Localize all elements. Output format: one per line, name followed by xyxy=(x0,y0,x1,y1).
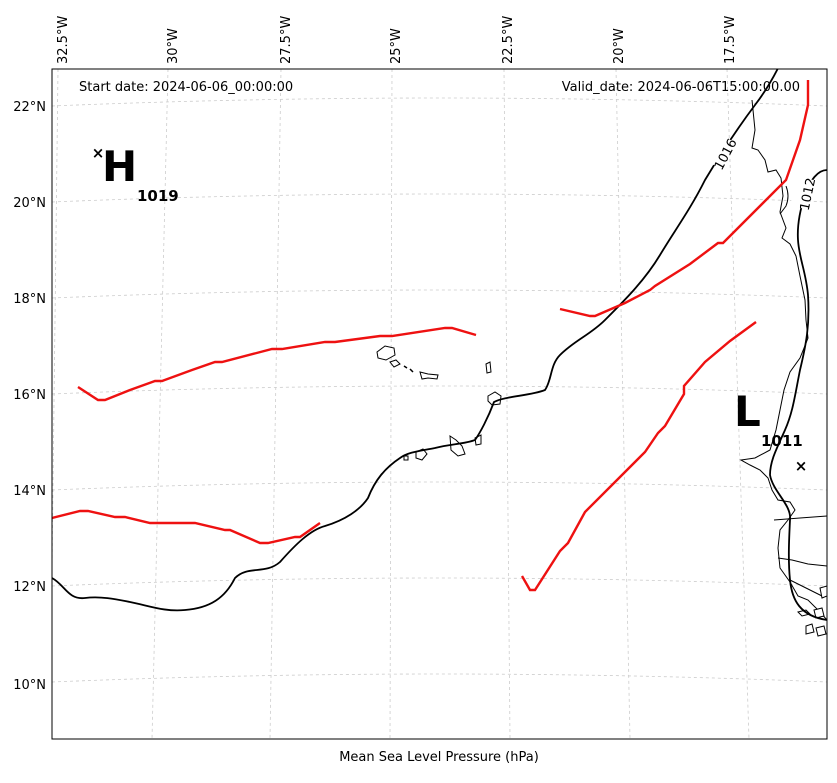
gridline-lon-25 xyxy=(389,69,393,739)
lon-tick-27.5: 27.5°W xyxy=(279,16,294,64)
trough-central-south xyxy=(520,321,757,592)
trough-northwest xyxy=(77,326,477,402)
island-sao-vicente xyxy=(389,359,401,368)
lat-tick-12: 12°N xyxy=(13,580,46,595)
latitude-ticks: 22°N 20°N 18°N 16°N 14°N 12°N 10°N xyxy=(13,100,46,693)
bijagos-island-2 xyxy=(813,607,825,619)
low-center-value: 1011 xyxy=(761,432,803,450)
lat-tick-16: 16°N xyxy=(13,388,46,403)
lat-tick-14: 14°N xyxy=(13,484,46,499)
gridline-lat-12 xyxy=(52,577,827,587)
island-santa-luzia xyxy=(403,365,414,373)
valid-date-label: Valid_date: 2024-06-06T15:00:00.00 xyxy=(562,80,800,95)
longitude-ticks: 32.5°W 30°W 27.5°W 25°W 22.5°W 20°W 17.5… xyxy=(56,16,738,64)
island-brava xyxy=(403,455,409,461)
cape-verde-arc xyxy=(779,185,789,215)
trough-lines xyxy=(52,80,810,592)
gridline-lat-20 xyxy=(52,193,827,203)
island-sal xyxy=(485,361,492,374)
lon-tick-20: 20°W xyxy=(612,28,627,64)
gridline-lat-22 xyxy=(52,97,827,107)
lon-tick-30: 30°W xyxy=(166,28,181,64)
lon-tick-32.5: 32.5°W xyxy=(56,16,71,64)
gridline-lon-30 xyxy=(151,69,169,739)
isobar-1016 xyxy=(52,69,779,612)
high-center-value: 1019 xyxy=(137,187,179,205)
gridline-lon-20 xyxy=(615,69,631,739)
trough-southwest xyxy=(52,509,321,545)
island-sao-nicolau xyxy=(419,371,439,380)
lat-tick-20: 20°N xyxy=(13,196,46,211)
map-frame xyxy=(51,68,828,740)
gridline-lat-16 xyxy=(52,385,827,395)
isobar-label-bg-1012 xyxy=(790,176,815,210)
trough-central-north xyxy=(559,80,810,318)
variable-label: Mean Sea Level Pressure (hPa) xyxy=(339,750,539,765)
isobar-1012 xyxy=(769,169,827,621)
gambia-river xyxy=(773,515,827,521)
isobar-label-bg-1016 xyxy=(703,133,734,169)
high-center-symbol: H xyxy=(102,142,137,191)
island-boa-vista xyxy=(487,391,502,406)
gridline-lat-14 xyxy=(52,481,827,491)
lat-tick-10: 10°N xyxy=(13,678,46,693)
guinea-coast xyxy=(777,557,827,597)
lon-tick-22.5: 22.5°W xyxy=(501,16,516,64)
lat-tick-18: 18°N xyxy=(13,292,46,307)
island-santo-antao xyxy=(376,345,396,361)
lon-tick-17.5: 17.5°W xyxy=(723,16,738,64)
lat-tick-22: 22°N xyxy=(13,100,46,115)
island-santiago xyxy=(449,435,466,457)
gridline-lon-27.5 xyxy=(269,69,282,739)
graticule xyxy=(52,69,827,739)
gridline-lat-10 xyxy=(52,673,827,683)
bijagos-island-4 xyxy=(815,625,827,637)
low-center-marker: × xyxy=(795,457,808,475)
map-background xyxy=(52,69,827,739)
gridline-lat-18 xyxy=(52,289,827,299)
gridline-lon-22.5 xyxy=(503,69,511,739)
isobar-label-1012: 1012 xyxy=(798,177,820,212)
low-center-symbol: L xyxy=(734,387,761,436)
africa-coastline xyxy=(739,99,827,621)
start-date-label: Start date: 2024-06-06_00:00:00 xyxy=(79,80,293,95)
high-center-marker: × xyxy=(92,144,105,162)
lon-tick-25: 25°W xyxy=(389,28,404,64)
gridline-lon-17.5 xyxy=(726,69,750,739)
bijagos-island-5 xyxy=(819,585,827,599)
bijagos-island-3 xyxy=(805,623,815,635)
